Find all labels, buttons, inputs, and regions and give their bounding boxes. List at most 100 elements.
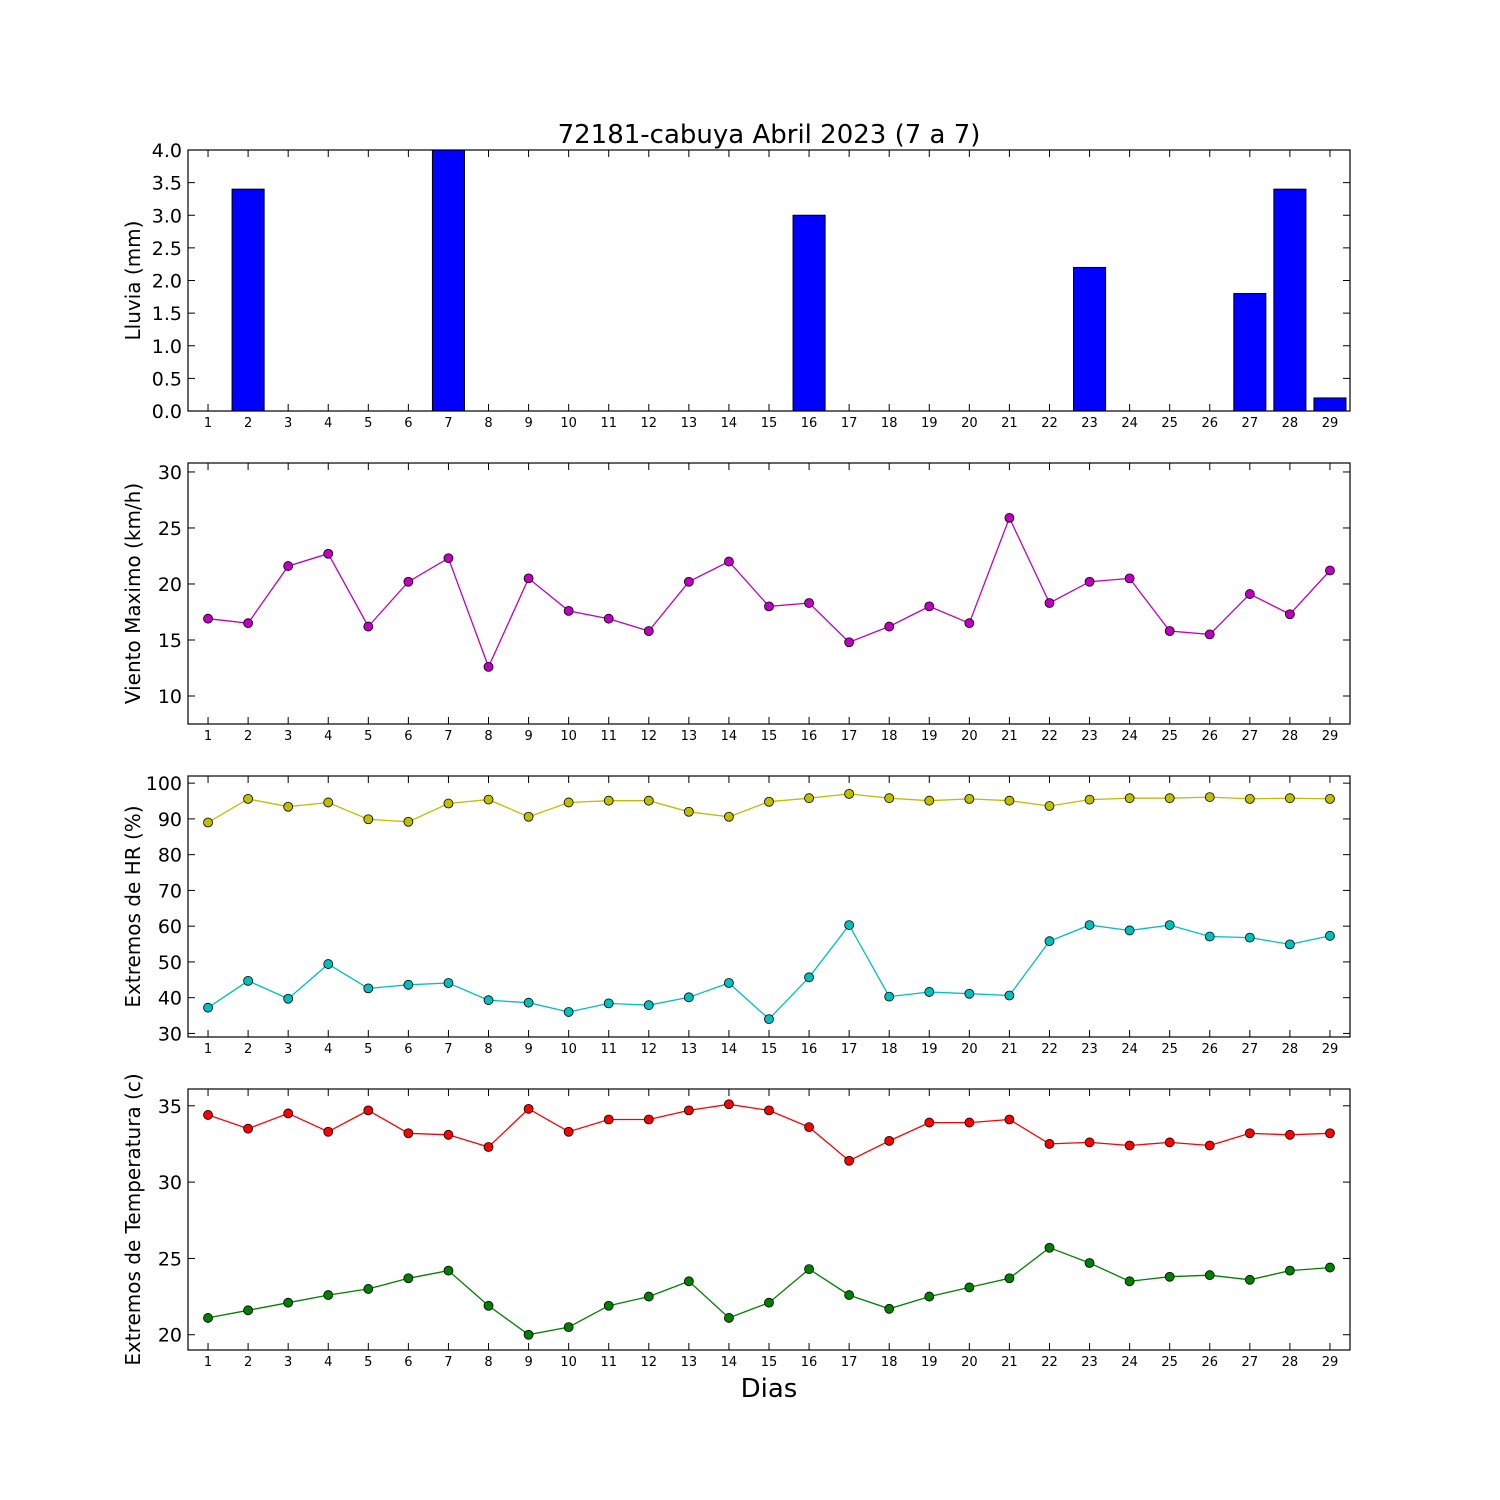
humidity-data-point — [283, 801, 294, 812]
rain-xtick-label: 8 — [484, 416, 492, 431]
humidity-data-point — [683, 806, 694, 817]
temperature-data-point — [443, 1129, 454, 1140]
rain-xtick-label: 19 — [921, 416, 938, 431]
rain-xtick-label: 3 — [284, 416, 292, 431]
humidity-data-point — [1164, 920, 1175, 930]
rain-ytick-label: 2.0 — [152, 271, 182, 293]
wind-xtick-label: 8 — [484, 729, 492, 744]
temperature-data-point — [1124, 1140, 1135, 1151]
wind-xtick-label: 9 — [524, 729, 532, 744]
humidity-data-point — [764, 1014, 774, 1025]
temperature-data-point — [563, 1322, 574, 1333]
humidity-xtick-label: 27 — [1242, 1042, 1259, 1057]
rain-xtick-label: 25 — [1161, 416, 1178, 431]
humidity-xtick-label: 25 — [1161, 1042, 1178, 1057]
humidity-data-point — [1204, 931, 1215, 942]
temperature-xtick-label: 29 — [1322, 1355, 1339, 1370]
humidity-xtick-label: 4 — [324, 1042, 332, 1057]
wind-data-point — [1044, 598, 1055, 608]
rain-xtick-label: 28 — [1282, 416, 1299, 431]
wind-data-point — [1084, 576, 1095, 587]
rain-xtick-label: 27 — [1242, 416, 1259, 431]
rain-bar — [431, 149, 465, 412]
rain-xtick-label: 24 — [1121, 416, 1138, 431]
wind-data-point — [483, 661, 494, 672]
humidity-data-point — [283, 993, 294, 1004]
humidity-data-point — [1244, 793, 1255, 804]
wind-data-point — [964, 618, 975, 629]
humidity-data-point — [884, 793, 895, 804]
wind-data-point — [443, 553, 454, 564]
temperature-data-point — [323, 1290, 334, 1300]
wind-xtick-label: 29 — [1322, 729, 1339, 744]
wind-data-point — [323, 548, 334, 559]
humidity-xtick-label: 16 — [801, 1042, 818, 1057]
rain-xtick-label: 14 — [721, 416, 738, 431]
temperature-xtick-label: 5 — [364, 1355, 372, 1370]
wind-xtick-label: 10 — [560, 729, 577, 744]
wind-data-point — [243, 618, 254, 629]
temperature-data-point — [363, 1284, 374, 1294]
humidity-xtick-label: 29 — [1322, 1042, 1339, 1057]
temperature-ytick-label: 25 — [158, 1248, 182, 1270]
humidity-xtick-label: 14 — [721, 1042, 738, 1057]
temperature-data-point — [203, 1313, 213, 1323]
wind-xtick-label: 17 — [841, 729, 858, 744]
humidity-data-point — [1004, 990, 1015, 1001]
humidity-data-point — [243, 793, 254, 804]
wind-data-point — [283, 561, 294, 571]
temperature-data-point — [804, 1122, 814, 1133]
humidity-data-point — [1004, 795, 1015, 806]
wind-data-point — [724, 556, 734, 567]
humidity-data-point — [443, 978, 454, 988]
rain-xtick-label: 2 — [244, 416, 252, 431]
temperature-data-point — [1004, 1273, 1015, 1284]
humidity-data-point — [804, 972, 814, 983]
humidity-data-point — [844, 920, 855, 930]
rain-ytick-label: 4.0 — [152, 140, 182, 162]
rain-xtick-label: 17 — [841, 416, 858, 431]
temperature-xtick-label: 6 — [404, 1355, 412, 1370]
temperature-data-point — [683, 1105, 694, 1116]
humidity-y-axis-label: Extremos de HR (%) — [121, 805, 145, 1007]
rain-xtick-label: 4 — [324, 416, 332, 431]
wind-data-point — [1204, 629, 1215, 640]
figure-title: 72181-cabuya Abril 2023 (7 a 7) — [558, 120, 981, 150]
humidity-data-point — [363, 983, 374, 994]
temperature-data-point — [764, 1105, 774, 1116]
rain-bar — [1313, 397, 1347, 412]
temperature-data-point — [523, 1103, 534, 1114]
rain-xtick-label: 12 — [641, 416, 658, 431]
temperature-data-point — [483, 1142, 494, 1152]
temperature-xtick-label: 25 — [1161, 1355, 1178, 1370]
temperature-data-point — [1204, 1270, 1215, 1281]
wind-xtick-label: 11 — [600, 729, 617, 744]
temperature-xtick-label: 24 — [1121, 1355, 1138, 1370]
humidity-data-point — [683, 992, 694, 1003]
humidity-data-point — [924, 795, 935, 806]
wind-data-point — [603, 613, 614, 624]
rain-ytick-label: 0.5 — [152, 368, 182, 390]
rain-xtick-label: 5 — [364, 416, 372, 431]
temperature-data-point — [1244, 1274, 1255, 1285]
rain-xtick-label: 9 — [524, 416, 532, 431]
humidity-data-point — [323, 959, 334, 969]
temperature-xtick-label: 8 — [484, 1355, 492, 1370]
temperature-data-point — [804, 1264, 814, 1275]
humidity-data-point — [643, 1000, 654, 1011]
rain-xtick-label: 13 — [681, 416, 698, 431]
wind-xtick-label: 26 — [1201, 729, 1218, 744]
temperature-data-point — [283, 1297, 294, 1308]
wind-xtick-label: 15 — [761, 729, 778, 744]
rain-bar — [1233, 293, 1267, 412]
wind-xtick-label: 18 — [881, 729, 898, 744]
temperature-data-point — [1164, 1137, 1175, 1148]
temperature-xtick-label: 21 — [1001, 1355, 1018, 1370]
humidity-xtick-label: 23 — [1081, 1042, 1098, 1057]
temperature-ytick-label: 20 — [158, 1325, 182, 1347]
temperature-xtick-label: 17 — [841, 1355, 858, 1370]
temperature-xtick-label: 4 — [324, 1355, 332, 1370]
humidity-data-point — [1204, 792, 1215, 802]
